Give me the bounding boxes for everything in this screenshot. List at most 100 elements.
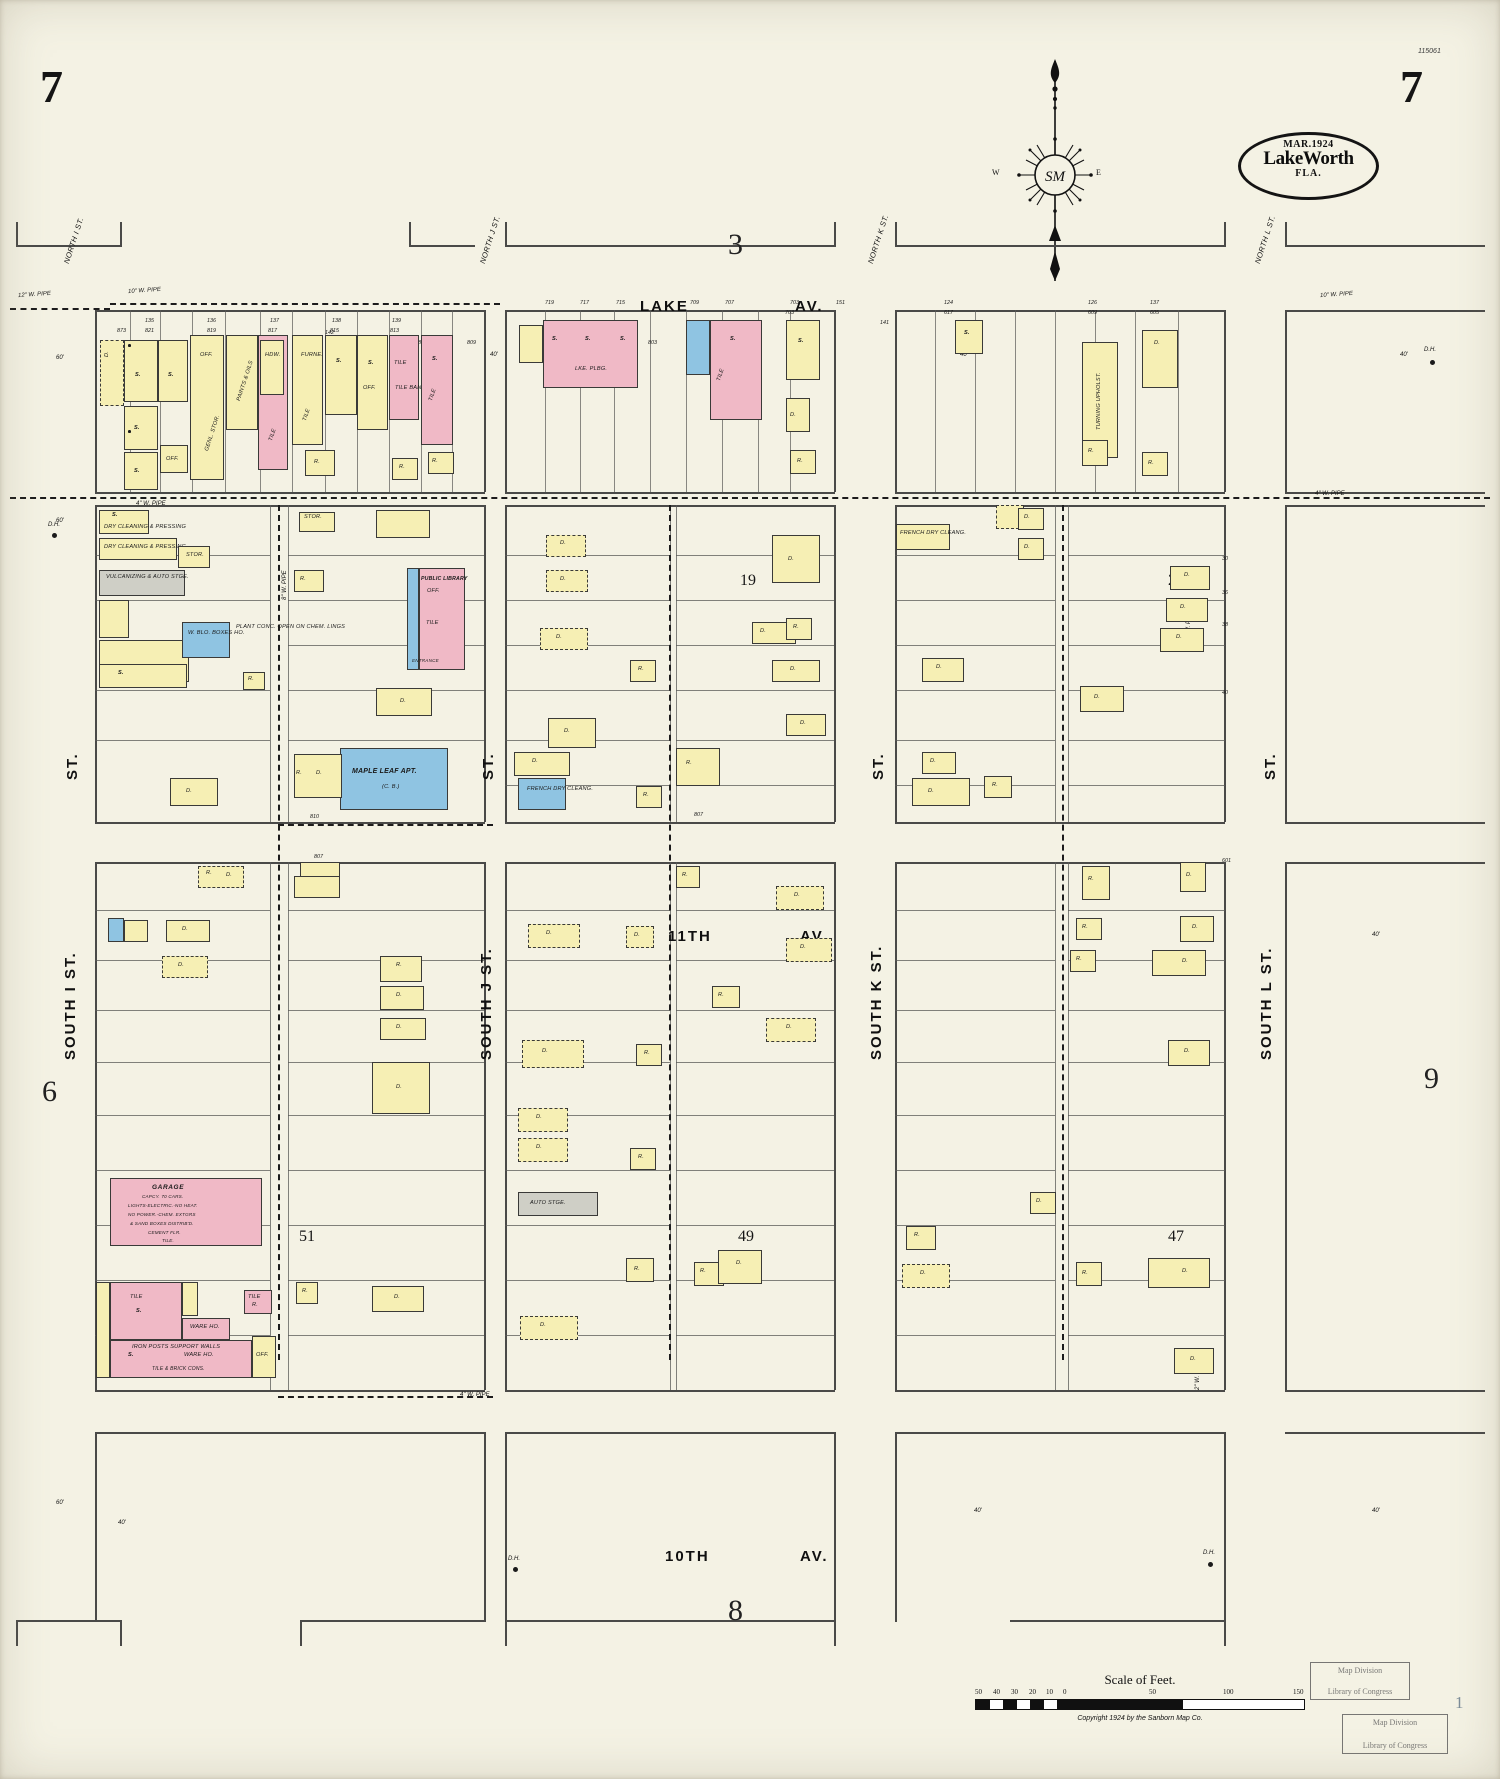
lot-line <box>1068 690 1225 691</box>
lot-line <box>676 1225 834 1226</box>
street-label-st-j: ST. <box>480 752 497 780</box>
building-footprint <box>392 458 418 480</box>
street-casing <box>95 1432 97 1622</box>
street-casing <box>1285 862 1485 864</box>
lot-line <box>1068 1225 1225 1226</box>
archive-code: 115061 <box>1418 48 1441 55</box>
lot-line <box>95 740 270 741</box>
street-casing <box>505 245 835 247</box>
street-casing <box>1285 492 1485 494</box>
building-footprint <box>190 335 224 480</box>
building-footprint <box>1152 950 1206 976</box>
street-casing <box>16 1620 18 1646</box>
building-footprint <box>519 325 543 363</box>
building-footprint <box>421 335 453 445</box>
building-label: S. <box>336 358 342 364</box>
street-width-label: 60' <box>56 518 64 524</box>
lot-line <box>975 310 976 492</box>
building-footprint <box>1180 862 1206 892</box>
building-footprint <box>518 1108 568 1132</box>
opening-marker <box>128 344 131 347</box>
street-casing <box>1285 505 1287 822</box>
lot-line <box>288 645 484 646</box>
lot-line <box>676 645 834 646</box>
building-label: R. <box>797 458 803 464</box>
building-footprint-garage <box>110 1178 262 1246</box>
street-width-label: 40' <box>490 352 498 358</box>
building-label: FURNE. <box>301 352 324 358</box>
building-label: STOR. <box>304 514 322 520</box>
compass-east-label: E <box>1096 168 1101 177</box>
street-casing <box>895 1390 1225 1392</box>
street-casing <box>16 1620 121 1622</box>
building-footprint-maple-leaf-apt <box>340 748 448 810</box>
building-footprint <box>786 714 826 736</box>
building-label: D. <box>920 1270 926 1276</box>
address-number: 151 <box>836 300 845 306</box>
building-label: R. <box>300 576 306 582</box>
building-label: S. <box>585 336 591 342</box>
street-casing <box>834 310 836 492</box>
street-casing <box>895 505 1225 507</box>
water-pipe-line <box>1062 505 1064 1360</box>
building-label: D. <box>400 698 406 704</box>
building-label: WARE HO. <box>184 1352 214 1358</box>
building-footprint <box>226 335 258 430</box>
building-footprint <box>99 570 185 596</box>
building-footprint <box>636 786 662 808</box>
building-label: R. <box>718 992 724 998</box>
street-casing <box>95 862 485 864</box>
lot-line <box>895 1280 1055 1281</box>
building-footprint <box>158 340 188 402</box>
street-label-st-l: ST. <box>1262 752 1279 780</box>
building-footprint <box>710 320 762 420</box>
building-footprint <box>96 1282 110 1378</box>
building-label: D. <box>1186 872 1192 878</box>
street-width-label: 40' <box>1400 352 1408 358</box>
street-casing <box>1285 505 1485 507</box>
street-casing <box>1224 222 1226 247</box>
building-label: R. <box>1082 924 1088 930</box>
building-label: TILE <box>248 1294 261 1300</box>
lot-number: 36 <box>1222 590 1228 596</box>
lot-line <box>1015 310 1016 492</box>
street-casing <box>1224 1432 1226 1622</box>
address-number: 817 <box>268 328 277 334</box>
building-label: TILE BANK <box>395 385 426 391</box>
lot-line <box>505 785 670 786</box>
building-label: D. <box>1190 1356 1196 1362</box>
building-label: D. <box>936 664 942 670</box>
street-casing <box>1285 222 1287 247</box>
building-label: D. <box>788 556 794 562</box>
building-footprint <box>546 570 588 592</box>
building-footprint <box>1166 598 1208 622</box>
street-casing <box>895 1432 1225 1434</box>
address-number: 807 <box>694 812 703 818</box>
building-footprint <box>1018 508 1044 530</box>
block-number-49: 49 <box>738 1228 754 1245</box>
pipe-label: 4" W. PIPE <box>1315 491 1345 497</box>
address-number: 819 <box>207 328 216 334</box>
address-number: 719 <box>545 300 554 306</box>
street-label-10th-ave-suffix: AV. <box>800 1548 829 1565</box>
building-label: S. <box>118 670 124 676</box>
building-label: WARE HO. <box>190 1324 220 1330</box>
lot-line <box>288 740 484 741</box>
lot-line <box>1068 1170 1225 1171</box>
building-footprint <box>124 406 158 450</box>
library-of-congress-stamp: Map Division Library of Congress <box>1342 1714 1448 1754</box>
building-footprint <box>626 926 654 948</box>
lot-line <box>1135 310 1136 492</box>
lot-line <box>288 555 484 556</box>
street-label-north-j: NORTH J ST. <box>478 214 502 265</box>
building-label: R. <box>1088 448 1094 454</box>
lot-number: 30 <box>1222 556 1228 562</box>
building-footprint <box>546 535 586 557</box>
lot-line <box>676 1062 834 1063</box>
building-label: D. <box>396 992 402 998</box>
building-label: D. <box>1182 958 1188 964</box>
building-label: D. <box>1184 1048 1190 1054</box>
street-casing <box>895 245 1225 247</box>
street-casing <box>1285 245 1485 247</box>
street-label-south-k: SOUTH K ST. <box>868 944 885 1060</box>
